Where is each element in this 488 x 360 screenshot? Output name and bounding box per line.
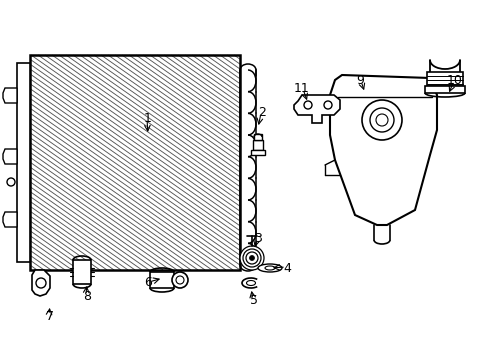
Text: 2: 2 <box>258 105 265 118</box>
Circle shape <box>361 100 401 140</box>
Circle shape <box>304 101 311 109</box>
Text: 11: 11 <box>293 81 309 95</box>
Polygon shape <box>3 212 17 227</box>
Ellipse shape <box>258 264 282 272</box>
Circle shape <box>249 256 254 261</box>
Text: 6: 6 <box>144 276 152 289</box>
Circle shape <box>240 246 264 270</box>
Text: 9: 9 <box>355 73 363 86</box>
Polygon shape <box>329 75 436 225</box>
Text: 8: 8 <box>83 289 91 302</box>
Bar <box>73 260 91 284</box>
Bar <box>252 140 263 150</box>
Circle shape <box>176 276 183 284</box>
Circle shape <box>172 272 187 288</box>
Circle shape <box>375 114 387 126</box>
Bar <box>424 86 464 93</box>
Circle shape <box>369 108 393 132</box>
Ellipse shape <box>264 266 274 270</box>
Bar <box>30 55 240 270</box>
Bar <box>250 150 264 155</box>
Bar <box>150 272 174 288</box>
Circle shape <box>245 252 258 264</box>
Circle shape <box>243 249 261 267</box>
Polygon shape <box>32 270 50 296</box>
Circle shape <box>36 278 46 288</box>
Text: 5: 5 <box>249 293 258 306</box>
Text: 1: 1 <box>144 112 152 125</box>
Ellipse shape <box>246 280 255 285</box>
Bar <box>17 63 30 262</box>
Bar <box>30 55 240 270</box>
Text: 4: 4 <box>283 261 290 274</box>
Circle shape <box>324 101 331 109</box>
Text: 3: 3 <box>254 231 262 244</box>
Polygon shape <box>293 95 339 123</box>
Polygon shape <box>3 149 17 164</box>
Polygon shape <box>3 88 17 103</box>
Ellipse shape <box>7 178 15 186</box>
Text: 7: 7 <box>46 310 54 323</box>
Bar <box>426 72 462 86</box>
Bar <box>253 134 262 140</box>
Text: 10: 10 <box>446 73 462 86</box>
